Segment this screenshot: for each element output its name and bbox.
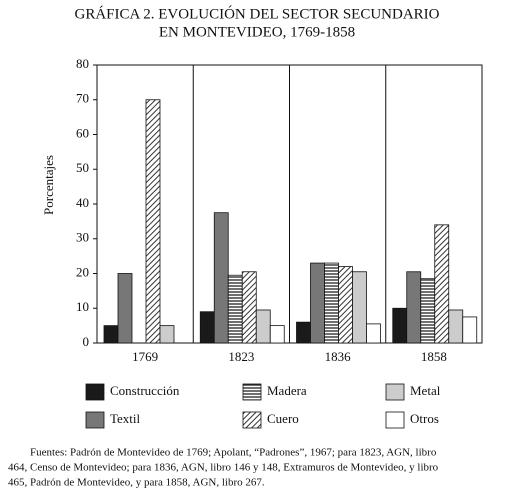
bar	[227, 274, 243, 344]
bar	[420, 278, 436, 344]
note: 464, Censo de Montevideo; para 1836, AGN…	[8, 462, 439, 474]
y-tick-label: 80	[76, 56, 89, 71]
legend-swatch	[85, 411, 105, 429]
note: Fuentes: Padrón de Montevideo de 1769; A…	[30, 447, 437, 459]
legend-label: Otros	[410, 411, 439, 426]
bar	[338, 266, 353, 344]
legend-swatch	[385, 411, 405, 429]
y-tick-label: 10	[76, 299, 89, 314]
x-tick-label: 1836	[325, 349, 352, 364]
y-tick-label: 20	[76, 264, 89, 279]
bar	[310, 262, 325, 344]
legend-swatch	[385, 383, 405, 401]
bar	[255, 309, 271, 344]
legend-swatch	[85, 383, 105, 401]
bar	[159, 325, 175, 344]
bar	[448, 309, 464, 344]
bar	[352, 271, 367, 344]
legend-label: Cuero	[267, 411, 299, 426]
bar	[462, 316, 478, 344]
bar	[213, 212, 229, 344]
x-tick-label: 1769	[132, 349, 158, 364]
bar	[296, 321, 311, 344]
y-tick-label: 60	[76, 125, 89, 140]
x-tick-label: 1858	[421, 349, 447, 364]
chart-title: GRÁFICA 2. EVOLUCIÓN DEL SECTOR SECUNDAR…	[74, 5, 439, 22]
note: 465, Padrón de Montevideo, y para 1858, …	[8, 477, 265, 489]
bar	[406, 271, 422, 344]
bar	[103, 325, 119, 344]
legend-swatch	[242, 411, 262, 429]
legend-swatch	[242, 383, 262, 401]
y-tick-label: 40	[76, 195, 89, 210]
bar	[117, 273, 133, 344]
legend-label: Madera	[267, 383, 307, 398]
bar	[241, 271, 257, 344]
y-tick-label: 30	[76, 230, 89, 245]
bar	[145, 99, 161, 344]
x-tick-label: 1823	[228, 349, 254, 364]
bar	[324, 262, 339, 344]
y-tick-label: 50	[76, 160, 89, 175]
legend-label: Construcción	[110, 383, 180, 398]
bar	[366, 323, 381, 344]
legend-label: Textil	[110, 411, 141, 426]
bar	[434, 224, 450, 344]
bar	[392, 307, 408, 344]
bar	[269, 325, 285, 344]
bar	[199, 311, 215, 344]
legend-label: Metal	[410, 383, 441, 398]
y-tick-label: 70	[76, 91, 89, 106]
y-tick-label: 0	[83, 334, 90, 349]
y-axis-label: Porcentajes	[41, 155, 56, 215]
chart-title: EN MONTEVIDEO, 1769-1858	[159, 24, 355, 40]
